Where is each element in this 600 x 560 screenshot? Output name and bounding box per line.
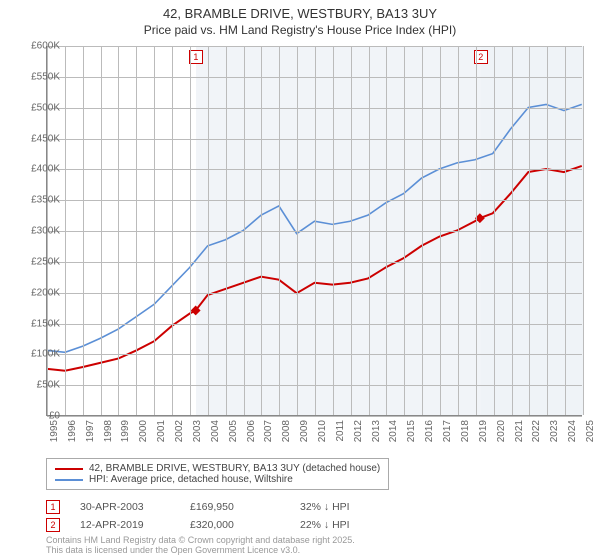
x-axis-tick: 2014 (388, 420, 399, 442)
x-axis-tick: 2024 (567, 420, 578, 442)
legend: 42, BRAMBLE DRIVE, WESTBURY, BA13 3UY (d… (46, 458, 389, 490)
chart-container: 42, BRAMBLE DRIVE, WESTBURY, BA13 3UY Pr… (0, 0, 600, 560)
x-axis-tick: 2022 (531, 420, 542, 442)
y-axis-tick: £600K (18, 41, 60, 52)
legend-swatch-hpi (55, 479, 83, 481)
transaction-date: 30-APR-2003 (80, 501, 170, 513)
x-axis-tick: 2009 (299, 420, 310, 442)
x-axis-tick: 1998 (103, 420, 114, 442)
x-axis-tick: 2013 (371, 420, 382, 442)
transaction-row: 2 12-APR-2019 £320,000 22% ↓ HPI (46, 516, 390, 534)
x-axis-tick: 2020 (496, 420, 507, 442)
transaction-date: 12-APR-2019 (80, 519, 170, 531)
x-axis-tick: 2023 (549, 420, 560, 442)
x-axis-tick: 2006 (246, 420, 257, 442)
transaction-marker: 1 (189, 50, 203, 64)
x-axis-tick: 1997 (85, 420, 96, 442)
x-axis-tick: 2021 (514, 420, 525, 442)
y-axis-tick: £250K (18, 256, 60, 267)
x-axis-tick: 2010 (317, 420, 328, 442)
x-axis-tick: 2002 (174, 420, 185, 442)
y-axis-tick: £450K (18, 133, 60, 144)
x-axis-tick: 2008 (281, 420, 292, 442)
transaction-price: £169,950 (190, 501, 280, 513)
y-axis-tick: £150K (18, 318, 60, 329)
y-axis-tick: £50K (18, 380, 60, 391)
x-axis-tick: 2012 (353, 420, 364, 442)
x-axis-tick: 2017 (442, 420, 453, 442)
x-axis-tick: 2025 (585, 420, 596, 442)
legend-row-price-paid: 42, BRAMBLE DRIVE, WESTBURY, BA13 3UY (d… (55, 463, 380, 474)
x-axis-tick: 2004 (210, 420, 221, 442)
footnote-line2: This data is licensed under the Open Gov… (46, 546, 355, 556)
title-line1: 42, BRAMBLE DRIVE, WESTBURY, BA13 3UY (0, 6, 600, 21)
transaction-diff: 22% ↓ HPI (300, 519, 390, 531)
legend-label-price-paid: 42, BRAMBLE DRIVE, WESTBURY, BA13 3UY (d… (89, 463, 380, 474)
y-axis-tick: £200K (18, 287, 60, 298)
transaction-badge: 1 (46, 500, 60, 514)
legend-swatch-price-paid (55, 468, 83, 470)
x-axis-tick: 1996 (67, 420, 78, 442)
x-axis-tick: 2007 (263, 420, 274, 442)
y-axis-tick: £400K (18, 164, 60, 175)
y-axis-tick: £550K (18, 71, 60, 82)
footnote: Contains HM Land Registry data © Crown c… (46, 536, 355, 556)
transaction-badge: 2 (46, 518, 60, 532)
y-axis-tick: £100K (18, 349, 60, 360)
x-axis-tick: 2001 (156, 420, 167, 442)
y-axis-tick: £500K (18, 102, 60, 113)
x-axis-tick: 2005 (228, 420, 239, 442)
transaction-diff: 32% ↓ HPI (300, 501, 390, 513)
title-block: 42, BRAMBLE DRIVE, WESTBURY, BA13 3UY Pr… (0, 0, 600, 37)
transaction-price: £320,000 (190, 519, 280, 531)
x-axis-tick: 2000 (138, 420, 149, 442)
legend-row-hpi: HPI: Average price, detached house, Wilt… (55, 474, 380, 485)
chart-plot-area: 12 (46, 46, 582, 416)
x-axis-tick: 1999 (120, 420, 131, 442)
y-axis-tick: £350K (18, 195, 60, 206)
y-axis-tick: £300K (18, 226, 60, 237)
x-axis-tick: 2018 (460, 420, 471, 442)
transaction-table: 1 30-APR-2003 £169,950 32% ↓ HPI 2 12-AP… (46, 498, 390, 534)
x-axis-tick: 2019 (478, 420, 489, 442)
title-line2: Price paid vs. HM Land Registry's House … (0, 23, 600, 37)
x-axis-tick: 2003 (192, 420, 203, 442)
x-axis-tick: 2015 (406, 420, 417, 442)
transaction-row: 1 30-APR-2003 £169,950 32% ↓ HPI (46, 498, 390, 516)
x-axis-tick: 2011 (335, 420, 346, 442)
legend-label-hpi: HPI: Average price, detached house, Wilt… (89, 474, 293, 485)
x-axis-tick: 1995 (49, 420, 60, 442)
x-axis-tick: 2016 (424, 420, 435, 442)
